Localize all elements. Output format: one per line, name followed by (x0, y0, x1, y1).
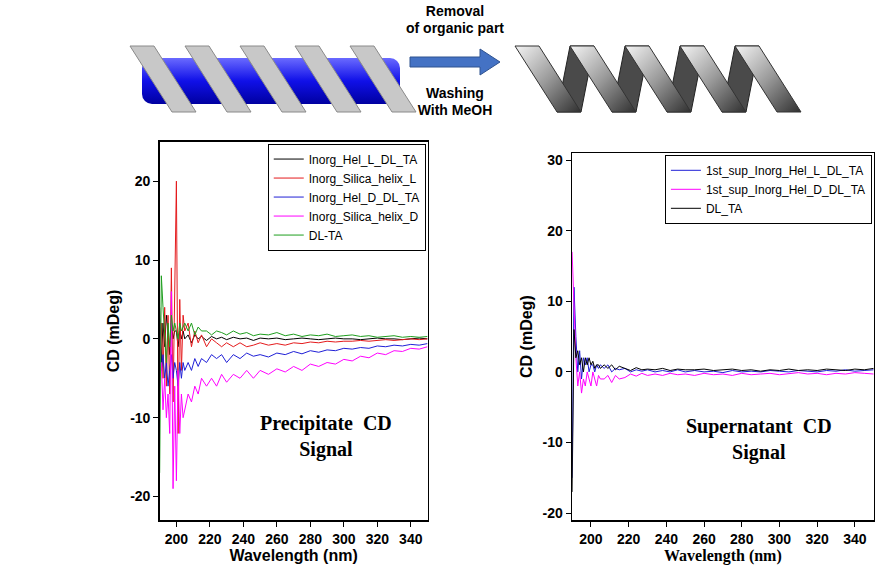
svg-text:200: 200 (165, 531, 189, 547)
svg-text:320: 320 (366, 531, 390, 547)
svg-text:With MeOH: With MeOH (418, 102, 493, 118)
svg-text:280: 280 (299, 531, 323, 547)
svg-text:200: 200 (579, 531, 603, 547)
svg-text:220: 220 (198, 531, 222, 547)
svg-text:DL-TA: DL-TA (309, 229, 343, 243)
svg-text:Inorg_Silica_helix_L: Inorg_Silica_helix_L (309, 172, 417, 186)
svg-text:-20: -20 (543, 505, 563, 521)
svg-text:0: 0 (143, 331, 151, 347)
svg-text:320: 320 (805, 531, 829, 547)
svg-text:1st_sup_Inorg_Hel_D_DL_TA: 1st_sup_Inorg_Hel_D_DL_TA (706, 183, 865, 197)
svg-text:Supernatant CDSignal: Supernatant CDSignal (686, 415, 832, 464)
svg-text:Inorg_Silica_helix_D: Inorg_Silica_helix_D (309, 210, 419, 224)
svg-text:CD (mDeg): CD (mDeg) (105, 290, 122, 373)
svg-text:20: 20 (547, 223, 563, 239)
svg-text:300: 300 (768, 531, 792, 547)
svg-text:Inorg_Hel_D_DL_TA: Inorg_Hel_D_DL_TA (309, 191, 420, 205)
svg-text:240: 240 (232, 531, 256, 547)
svg-text:300: 300 (332, 531, 356, 547)
svg-text:30: 30 (547, 152, 563, 168)
svg-text:CD (mDeg): CD (mDeg) (518, 295, 535, 378)
svg-text:280: 280 (730, 531, 754, 547)
svg-text:-10: -10 (543, 434, 563, 450)
svg-text:10: 10 (547, 293, 563, 309)
svg-text:20: 20 (135, 173, 151, 189)
svg-text:Wavelength (nm): Wavelength (nm) (229, 547, 357, 564)
svg-text:Precipitate CDSignal: Precipitate CDSignal (260, 412, 392, 461)
svg-text:DL_TA: DL_TA (706, 202, 742, 216)
svg-text:Washing: Washing (426, 85, 484, 101)
svg-text:of organic part: of organic part (406, 20, 504, 36)
svg-text:-20: -20 (130, 488, 150, 504)
svg-text:260: 260 (692, 531, 716, 547)
svg-text:0: 0 (555, 364, 563, 380)
svg-text:340: 340 (843, 531, 867, 547)
svg-text:-10: -10 (130, 410, 150, 426)
svg-text:340: 340 (399, 531, 423, 547)
svg-text:Removal: Removal (426, 3, 484, 19)
svg-text:10: 10 (135, 252, 151, 268)
svg-text:240: 240 (655, 531, 679, 547)
svg-text:Inorg_Hel_L_DL_TA: Inorg_Hel_L_DL_TA (309, 153, 418, 167)
svg-text:220: 220 (617, 531, 641, 547)
svg-text:260: 260 (265, 531, 289, 547)
svg-text:Wavelength (nm): Wavelength (nm) (664, 547, 782, 565)
svg-text:1st_sup_Inorg_Hel_L_DL_TA: 1st_sup_Inorg_Hel_L_DL_TA (706, 164, 863, 178)
